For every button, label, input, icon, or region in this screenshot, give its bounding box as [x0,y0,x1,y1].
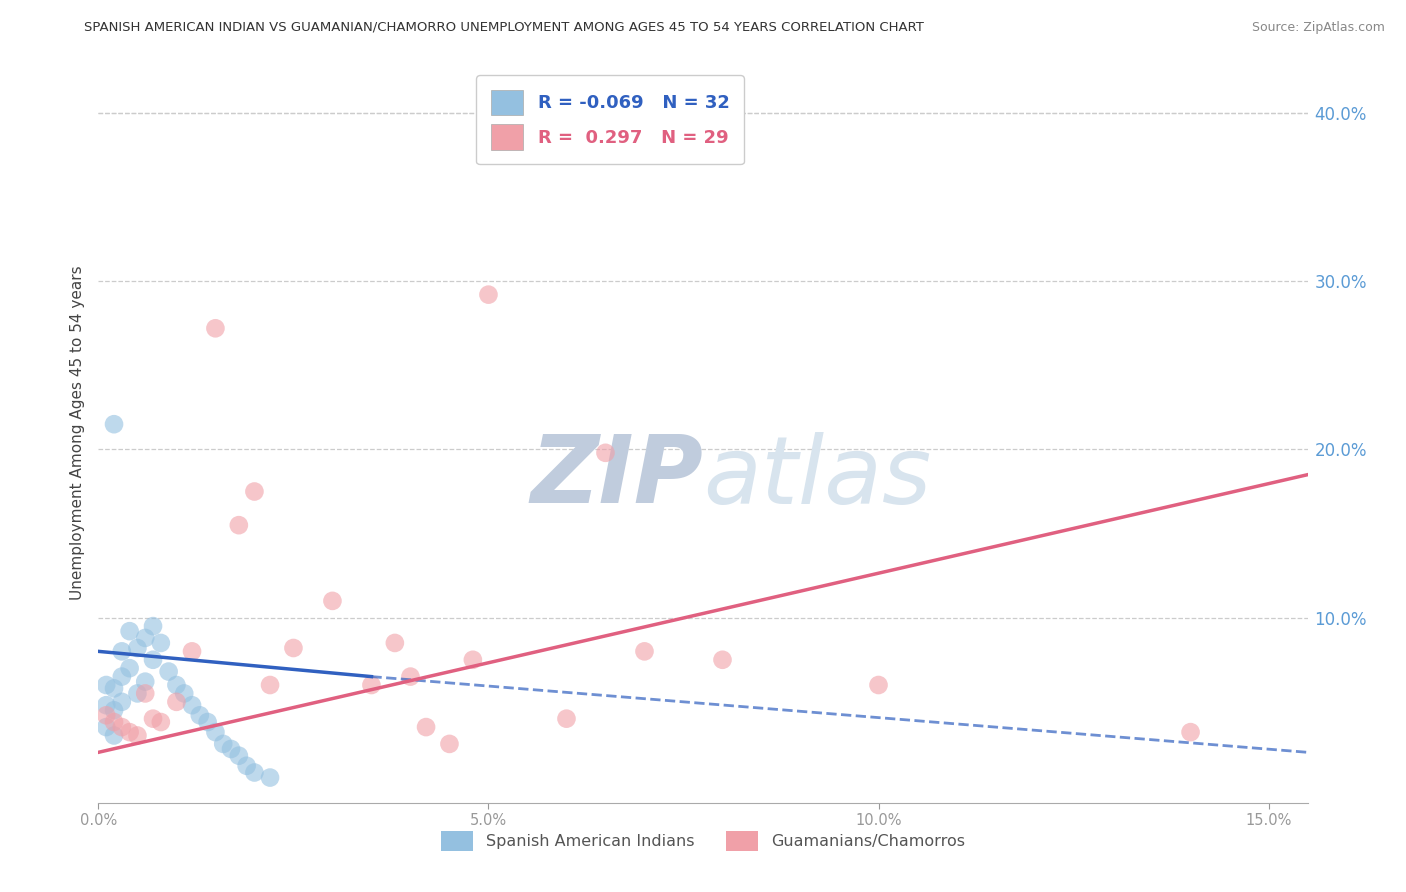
Point [149,636,172,650]
Text: atlas: atlas [703,432,931,523]
Point [321,594,343,608]
Text: Source: ZipAtlas.com: Source: ZipAtlas.com [1251,21,1385,34]
Point [633,644,655,658]
Point [477,287,499,301]
Point [103,703,125,717]
Point [595,446,617,460]
Point [111,720,134,734]
Point [181,698,204,713]
Point [188,708,211,723]
Text: SPANISH AMERICAN INDIAN VS GUAMANIAN/CHAMORRO UNEMPLOYMENT AMONG AGES 45 TO 54 Y: SPANISH AMERICAN INDIAN VS GUAMANIAN/CHA… [84,21,924,34]
Point [243,765,266,780]
Point [243,484,266,499]
Point [204,321,226,335]
Point [111,670,134,684]
Point [149,714,172,729]
Point [118,624,141,639]
Point [134,631,156,645]
Point [134,686,156,700]
Point [399,670,422,684]
Point [360,678,382,692]
Point [127,640,149,655]
Point [181,644,204,658]
Point [111,644,134,658]
Point [142,653,165,667]
Point [134,674,156,689]
Point [96,720,118,734]
Point [228,518,250,533]
Point [127,729,149,743]
Point [96,708,118,723]
Point [259,771,281,785]
Point [103,714,125,729]
Point [235,758,257,772]
Point [415,720,437,734]
Point [118,661,141,675]
Point [461,653,484,667]
Point [165,678,187,692]
Point [96,678,118,692]
Point [165,695,187,709]
Text: ZIP: ZIP [530,431,703,523]
Point [173,686,195,700]
Point [204,725,226,739]
Point [384,636,406,650]
Point [157,665,180,679]
Point [711,653,734,667]
Point [212,737,235,751]
Point [111,695,134,709]
Point [142,619,165,633]
Point [1180,725,1202,739]
Point [228,748,250,763]
Point [439,737,461,751]
Point [259,678,281,692]
Point [555,712,578,726]
Point [142,712,165,726]
Point [283,640,305,655]
Point [103,417,125,432]
Point [868,678,890,692]
Point [197,714,219,729]
Y-axis label: Unemployment Among Ages 45 to 54 years: Unemployment Among Ages 45 to 54 years [69,265,84,600]
Point [103,729,125,743]
Point [127,686,149,700]
Legend: Spanish American Indians, Guamanians/Chamorros: Spanish American Indians, Guamanians/Cha… [434,824,972,858]
Point [96,698,118,713]
Point [219,742,242,756]
Point [118,725,141,739]
Point [103,681,125,696]
